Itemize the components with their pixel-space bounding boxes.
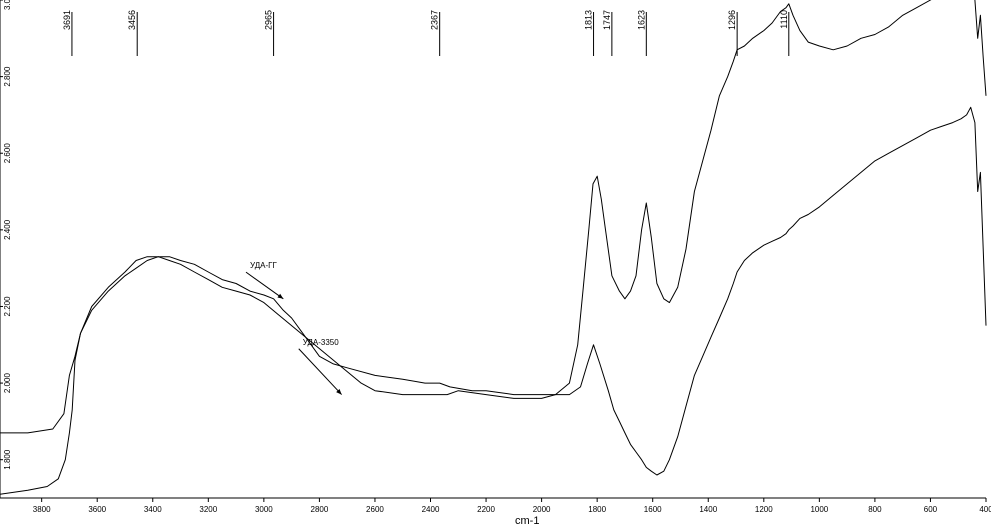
y-tick-label: 1.800 — [3, 449, 12, 470]
x-axis-ticks: 3800 3600 3400 3200 3000 2800 2600 2400 2200 2000… — [33, 498, 991, 514]
x-tick-label: 1200 — [755, 505, 773, 514]
x-tick-label: 3400 — [144, 505, 162, 514]
y-axis-ticks: 1.800 2.000 2.200 2.400 2.600 2.800 3.000 — [0, 0, 12, 470]
peak-marker-label: 1296 — [727, 10, 737, 30]
plot-frame — [0, 0, 986, 499]
peak-marker-label: 3456 — [127, 10, 137, 30]
x-tick-label: 2000 — [533, 505, 551, 514]
x-tick-label: 3200 — [199, 505, 217, 514]
x-tick-label: 1000 — [810, 505, 828, 514]
peak-marker-label: 1813 — [584, 10, 594, 30]
x-tick-label: 1600 — [644, 505, 662, 514]
peak-marker-label: 3691 — [62, 10, 72, 30]
spectrum-line-2 — [0, 0, 987, 495]
series-label-arrow — [245, 271, 284, 300]
x-tick-label: 2800 — [311, 505, 329, 514]
y-tick-label: 2.800 — [3, 66, 12, 87]
spectrum-series — [0, 0, 987, 495]
x-tick-label: 3000 — [255, 505, 273, 514]
y-tick-label: 2.400 — [3, 219, 12, 240]
peak-marker-label: 1110 — [779, 10, 789, 29]
series-label: УДА-ГГ — [250, 261, 277, 270]
series-label: УДА-3350 — [303, 338, 339, 347]
x-tick-label: 2600 — [366, 505, 384, 514]
series-labels: УДА-ГГ УДА-3350 — [245, 261, 342, 395]
x-tick-label: 400 — [979, 505, 991, 514]
x-tick-label: 2400 — [422, 505, 440, 514]
y-tick-label: 2.000 — [3, 373, 12, 394]
series-label-arrowhead — [277, 293, 284, 299]
y-tick-label: 2.200 — [3, 296, 12, 317]
x-tick-label: 3800 — [33, 505, 51, 514]
x-tick-label: 1800 — [588, 505, 606, 514]
series-label-arrow — [298, 348, 342, 395]
x-axis-label: cm-1 — [515, 515, 539, 527]
x-tick-label: 3600 — [88, 505, 106, 514]
y-tick-label: 2.600 — [3, 143, 12, 164]
peak-markers: 3691 3456 2965 2367 1813 1747 1623 1296 1110 — [62, 10, 790, 56]
peak-marker-label: 1747 — [602, 10, 612, 30]
x-tick-label: 800 — [868, 505, 882, 514]
peak-marker-label: 2367 — [430, 10, 440, 30]
spectrum-line-1 — [0, 106, 987, 476]
x-tick-label: 1400 — [699, 505, 717, 514]
x-tick-label: 2200 — [477, 505, 495, 514]
peak-marker-label: 2965 — [264, 10, 274, 30]
series-label-arrowhead — [336, 388, 342, 395]
x-tick-label: 600 — [924, 505, 938, 514]
y-tick-label: 3.000 — [3, 0, 12, 10]
peak-marker-label: 1623 — [636, 10, 646, 30]
